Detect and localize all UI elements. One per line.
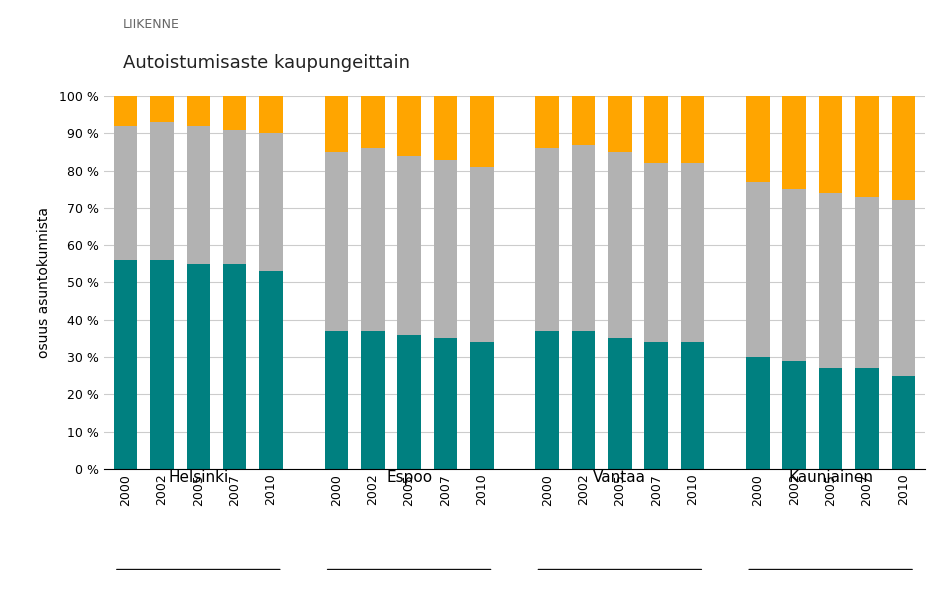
Bar [746, 357, 769, 469]
Bar [361, 148, 384, 331]
Bar [150, 122, 174, 260]
Text: Kauniainen: Kauniainen [788, 470, 873, 485]
Bar [645, 96, 668, 163]
Bar [114, 126, 138, 260]
Text: Vantaa: Vantaa [594, 470, 647, 485]
Y-axis label: osuus asuntokunnista: osuus asuntokunnista [37, 207, 51, 358]
Bar [608, 338, 632, 469]
Text: LIIKENNE: LIIKENNE [123, 18, 179, 31]
Bar [608, 152, 632, 338]
Bar [223, 264, 246, 469]
Bar [470, 342, 494, 469]
Bar [855, 197, 879, 368]
Bar [150, 260, 174, 469]
Bar [325, 152, 348, 331]
Bar [746, 96, 769, 182]
Bar [783, 96, 806, 189]
Bar [260, 271, 283, 469]
Bar [608, 96, 632, 152]
Bar [855, 368, 879, 469]
Bar [361, 331, 384, 469]
Bar [361, 96, 384, 148]
Bar [818, 368, 842, 469]
Bar [223, 96, 246, 130]
Bar [397, 156, 421, 335]
Bar [187, 96, 211, 126]
Bar [223, 130, 246, 264]
Bar [187, 126, 211, 264]
Bar [818, 193, 842, 368]
Bar [572, 331, 596, 469]
Bar [114, 260, 138, 469]
Bar [433, 338, 457, 469]
Bar [470, 167, 494, 342]
Bar [150, 96, 174, 122]
Bar [535, 331, 559, 469]
Text: Helsinki: Helsinki [168, 470, 228, 485]
Bar [325, 96, 348, 152]
Bar [855, 96, 879, 197]
Bar [572, 96, 596, 145]
Bar [260, 96, 283, 133]
Bar [187, 264, 211, 469]
Text: Autoistumisaste kaupungeittain: Autoistumisaste kaupungeittain [123, 54, 410, 72]
Bar [397, 96, 421, 156]
Bar [681, 96, 704, 163]
Text: Espoo: Espoo [386, 470, 432, 485]
Bar [681, 342, 704, 469]
Bar [783, 361, 806, 469]
Bar [260, 133, 283, 271]
Bar [535, 148, 559, 331]
Bar [645, 342, 668, 469]
Bar [891, 376, 915, 469]
Bar [818, 96, 842, 193]
Bar [114, 96, 138, 126]
Bar [433, 159, 457, 338]
Bar [397, 335, 421, 469]
Bar [645, 163, 668, 342]
Bar [746, 182, 769, 357]
Bar [783, 189, 806, 361]
Bar [891, 96, 915, 201]
Bar [470, 96, 494, 167]
Bar [891, 201, 915, 376]
Bar [572, 145, 596, 331]
Bar [433, 96, 457, 159]
Bar [681, 163, 704, 342]
Bar [325, 331, 348, 469]
Bar [535, 96, 559, 148]
